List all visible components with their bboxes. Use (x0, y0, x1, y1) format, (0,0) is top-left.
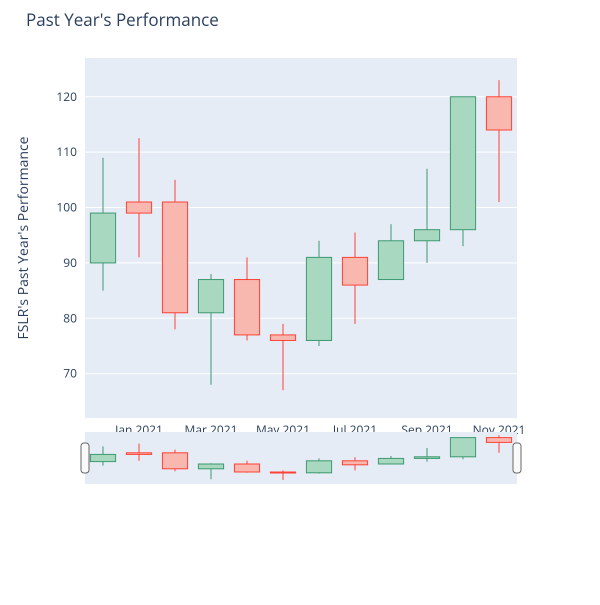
range-candle-body (198, 464, 223, 469)
candle-body (90, 213, 115, 263)
range-candle-body (90, 454, 115, 461)
range-candle-body (126, 453, 151, 455)
candle-body (162, 202, 187, 313)
candle-body (486, 97, 511, 130)
y-tick-label: 120 (56, 88, 77, 105)
range-candle-body (486, 438, 511, 443)
range-candle-body (342, 461, 367, 465)
range-candle-body (450, 438, 475, 457)
range-candle-body (162, 453, 187, 469)
candle-body (450, 97, 475, 230)
candle-body (378, 241, 403, 280)
range-slider-handle-right[interactable] (513, 443, 521, 473)
candle-body (198, 280, 223, 313)
range-slider-handle-left[interactable] (81, 443, 89, 473)
y-tick-label: 70 (63, 365, 77, 382)
y-tick-label: 80 (63, 309, 77, 326)
candle-body (126, 202, 151, 213)
candle-body (342, 257, 367, 285)
y-tick-label: 110 (56, 143, 77, 160)
candle-body (306, 257, 331, 340)
candle-body (414, 230, 439, 241)
range-candle-body (270, 472, 295, 473)
range-candle-body (234, 464, 259, 472)
range-candle-body (414, 457, 439, 459)
candle-body (270, 335, 295, 341)
y-axis-label: FSLR's Past Year's Performance (14, 136, 33, 339)
chart-title: Past Year's Performance (26, 8, 219, 31)
range-candle-body (378, 458, 403, 464)
range-candle-body (306, 461, 331, 473)
candle-body (234, 280, 259, 335)
y-tick-label: 90 (63, 254, 77, 271)
y-tick-label: 100 (56, 199, 77, 216)
